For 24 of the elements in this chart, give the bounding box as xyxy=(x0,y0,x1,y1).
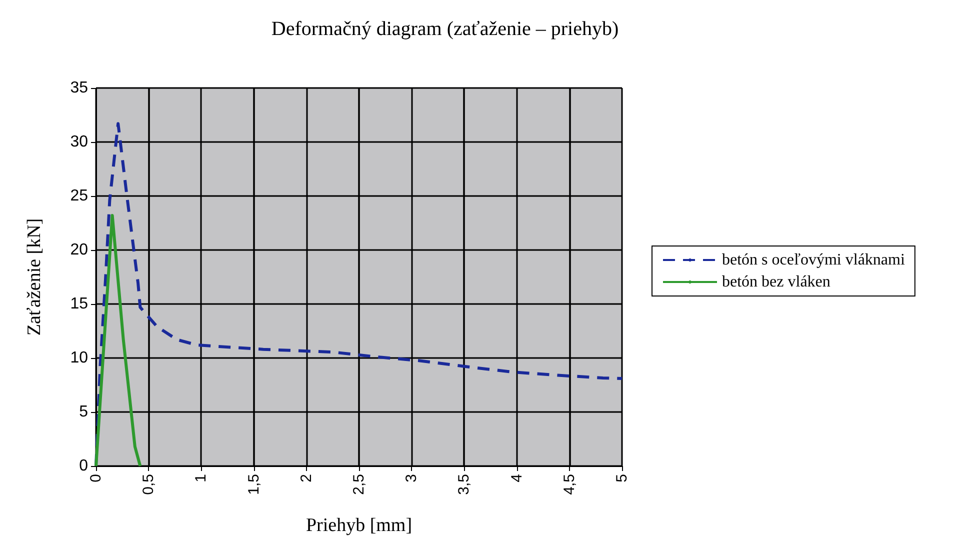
y-tick-label: 30 xyxy=(70,134,88,150)
y-tick-label: 20 xyxy=(70,242,88,258)
y-tick-label: 10 xyxy=(70,350,88,366)
y-tick-label: 15 xyxy=(70,296,88,312)
x-tick-label: 0,5 xyxy=(140,474,158,495)
legend-label: betón s oceľovými vláknami xyxy=(722,252,906,268)
x-tick-label: 1,5 xyxy=(245,474,262,495)
y-axis-title: Zaťaženie [kN] xyxy=(24,218,45,336)
y-tick-label: 25 xyxy=(70,188,88,204)
legend-label: betón bez vláken xyxy=(722,274,830,290)
y-tick-label: 5 xyxy=(79,404,88,420)
x-tick-label: 4 xyxy=(508,474,526,482)
x-tick-label: 1 xyxy=(192,474,210,482)
x-tick-label: 3 xyxy=(403,474,420,482)
line-series xyxy=(94,214,142,468)
x-tick-label: 3,5 xyxy=(456,474,473,495)
x-tick-label: 2,5 xyxy=(350,474,368,495)
x-tick-label: 2 xyxy=(298,474,315,482)
x-tick-label: 4,5 xyxy=(560,474,578,495)
x-tick-label: 5 xyxy=(614,474,630,482)
y-tick-label: 35 xyxy=(70,80,88,96)
chart-title: Deformačný diagram (zaťaženie – priehyb) xyxy=(271,18,619,40)
x-tick-label: 0 xyxy=(88,474,104,482)
x-axis-title: Priehyb [mm] xyxy=(306,515,412,536)
